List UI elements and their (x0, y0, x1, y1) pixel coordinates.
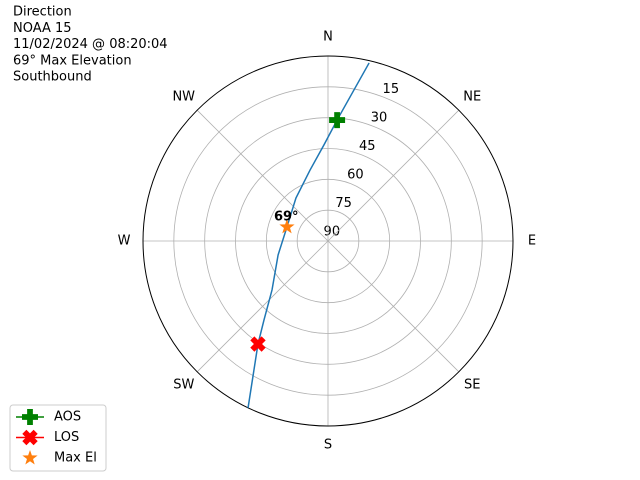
marker-plus (329, 112, 346, 129)
legend: AOS LOS Max El (9, 404, 107, 472)
title-line: NOAA 15 (13, 21, 72, 36)
r-tick-label: 15 (383, 82, 400, 97)
title-line: 11/02/2024 @ 08:20:04 (13, 37, 168, 52)
r-tick-label: 75 (335, 196, 352, 211)
theta-tick-label: SE (464, 378, 480, 393)
grid-spoke (196, 109, 329, 242)
legend-marker (22, 429, 38, 446)
r-tick-label: 45 (359, 139, 376, 154)
title-line: Southbound (13, 70, 92, 85)
title-line: Direction (13, 5, 72, 20)
r-tick-label: 60 (347, 167, 364, 182)
grid-spoke (327, 240, 460, 373)
theta-tick-label: SW (173, 378, 194, 393)
legend-label: AOS (54, 410, 81, 425)
theta-tick-label: NE (463, 89, 481, 104)
legend-frame (9, 404, 107, 472)
marker-x (250, 336, 266, 352)
grid-spoke (196, 240, 329, 373)
r-tick-label: 30 (371, 110, 388, 125)
legend-label: Max El (54, 451, 97, 466)
theta-tick-label: E (528, 234, 536, 249)
grid-spoke (327, 109, 460, 242)
annotation: 69° (274, 209, 299, 224)
legend-label: LOS (54, 430, 79, 445)
theta-tick-label: N (323, 30, 333, 45)
theta-tick-label: NW (172, 89, 195, 104)
theta-tick-label: S (324, 438, 332, 453)
legend-marker (22, 450, 38, 465)
polar-frame (142, 55, 514, 427)
title-line: 69° Max Elevation (13, 53, 132, 68)
theta-tick-label: W (118, 234, 131, 249)
marker-star (279, 218, 295, 234)
legend-marker (22, 409, 38, 425)
